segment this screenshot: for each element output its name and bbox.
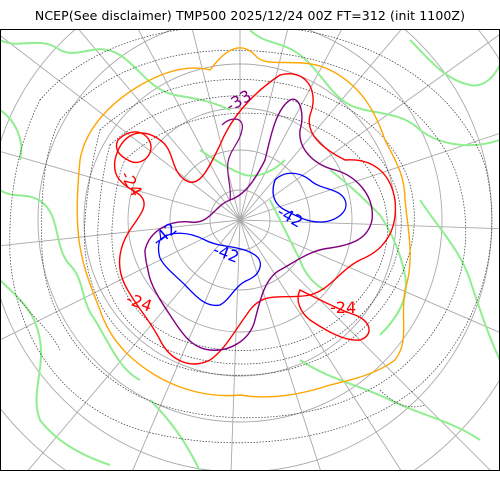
contour-purple-north bbox=[221, 118, 244, 201]
contour-label-blue-2: -42 bbox=[148, 219, 180, 250]
contour-label-red-1: -24 bbox=[117, 168, 147, 200]
contour-blue-west bbox=[157, 232, 261, 307]
contour-purple bbox=[144, 98, 373, 351]
polar-map: -24 -24 -24 -33 -42 -42 -42 bbox=[0, 29, 500, 471]
contour-label-purple: -33 bbox=[223, 86, 255, 116]
contour-label-blue-3: -42 bbox=[211, 240, 242, 267]
coastlines bbox=[0, 29, 500, 471]
contour-blue-east bbox=[272, 172, 347, 223]
contour-label-red-2: -24 bbox=[124, 289, 155, 316]
contour-red-west bbox=[115, 131, 152, 164]
contour-orange bbox=[76, 47, 411, 398]
contour-red bbox=[113, 73, 397, 365]
map-title: NCEP(See disclaimer) TMP500 2025/12/24 0… bbox=[34, 8, 466, 23]
contour-red-east bbox=[297, 289, 370, 341]
contour-label-red-3: -24 bbox=[330, 298, 356, 317]
dotted-contours bbox=[9, 29, 493, 444]
latitude-circle bbox=[37, 29, 443, 423]
